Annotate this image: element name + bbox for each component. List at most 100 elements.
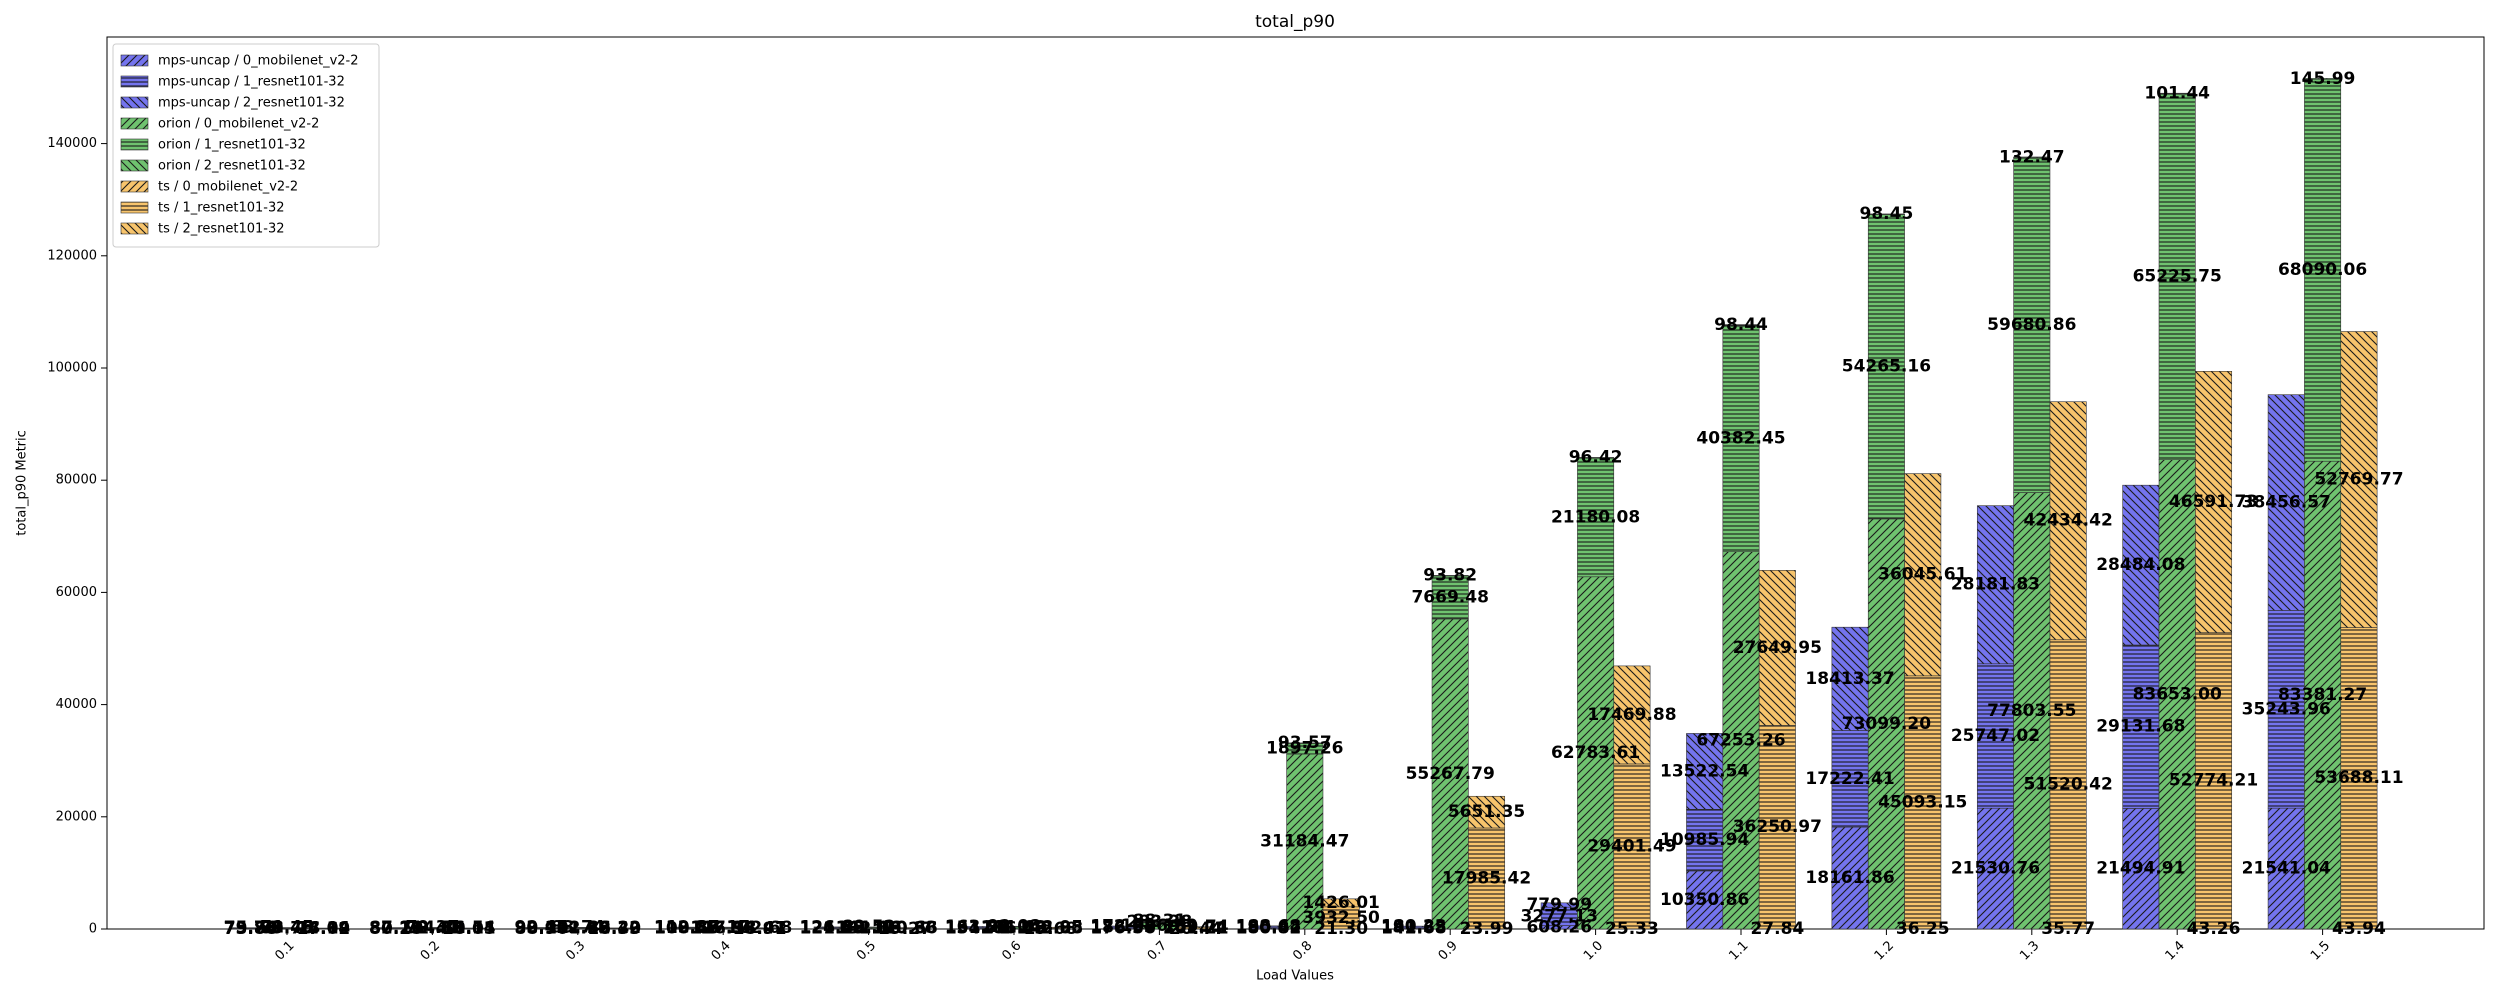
legend-label: mps-uncap / 0_mobilenet_v2-2 [158, 54, 359, 69]
bar-segment [2013, 156, 2051, 159]
bar-segment [1686, 808, 1724, 872]
bar-segment [1904, 473, 1942, 677]
value-label: 121.23 [799, 919, 865, 939]
y-tick-label: 120000 [47, 248, 97, 263]
value-label: 59680.86 [1987, 315, 2076, 335]
value-label: 191.35 [1381, 918, 1447, 938]
bar-segment [850, 926, 888, 928]
value-label: 18.05 [442, 919, 496, 939]
value-label: 53688.11 [2314, 768, 2403, 788]
value-label: 93.57 [1278, 733, 1332, 753]
value-label: 83381.27 [2278, 685, 2367, 705]
value-label: 43.94 [2332, 919, 2386, 939]
value-label: 189.74 [1163, 917, 1229, 937]
legend-label: ts / 2_resnet101-32 [158, 222, 285, 237]
bar-segment [886, 927, 924, 929]
value-label: 23.99 [1460, 919, 1514, 939]
bar-segment [1177, 926, 1215, 929]
value-label: 86.22 [587, 918, 641, 938]
bar-segment [1867, 213, 1905, 215]
legend-label: ts / 0_mobilenet_v2-2 [158, 180, 298, 195]
value-label: 21530.76 [1951, 859, 2040, 879]
value-label: 145.99 [2290, 69, 2356, 89]
value-label: 79.37 [406, 918, 460, 938]
value-label: 29401.49 [1587, 836, 1676, 856]
value-label: 148.95 [1018, 918, 1084, 938]
y-tick-label: 80000 [56, 473, 97, 488]
value-label: 201.21 [1163, 918, 1229, 938]
legend-swatch [120, 159, 149, 172]
value-label: 80.25 [369, 919, 423, 939]
value-label: 92.08 [987, 917, 1041, 937]
bar-segment [995, 925, 1033, 928]
value-label: 19.27 [878, 919, 932, 939]
value-label: 35243.96 [2242, 699, 2331, 719]
value-label: 186.45 [981, 918, 1047, 938]
bar-segment [1468, 795, 1506, 829]
value-label: 83.74 [551, 918, 605, 938]
value-label: 124.85 [799, 918, 865, 938]
value-label: 142.68 [1381, 919, 1447, 939]
value-label: 98.47 [733, 919, 787, 939]
bar-segment [1468, 827, 1506, 930]
bar-segment [1976, 807, 2014, 930]
value-label: 90.12 [515, 918, 569, 938]
bar-segment [1976, 663, 2014, 809]
bar-segment [2122, 808, 2160, 930]
value-label: 17469.88 [1587, 705, 1676, 725]
value-label: 88.31 [1133, 911, 1187, 931]
value-label: 608.26 [1526, 917, 1592, 937]
bar-segment [1577, 576, 1615, 930]
bar-segment [1722, 324, 1760, 326]
legend-label: mps-uncap / 1_resnet101-32 [158, 75, 345, 90]
bar-segment [1686, 870, 1724, 930]
value-label: 31184.47 [1260, 832, 1349, 852]
value-label: 81.54 [442, 918, 496, 938]
value-label: 141.06 [836, 918, 902, 938]
value-label: 779.99 [1526, 895, 1592, 915]
value-label: 21.30 [1314, 919, 1368, 939]
legend-swatch [120, 117, 149, 130]
value-label: 80.11 [442, 919, 496, 939]
bar-segment [2304, 78, 2342, 80]
value-label: 51520.42 [2024, 774, 2113, 794]
value-label: 21541.04 [2242, 859, 2331, 879]
value-label: 35.77 [2041, 919, 2095, 939]
value-label: 40382.45 [1696, 428, 1785, 448]
value-label: 77803.55 [1987, 701, 2076, 721]
value-label: 101.62 [545, 919, 611, 939]
value-label: 7669.48 [1411, 587, 1488, 607]
value-label: 17222.41 [1805, 769, 1894, 789]
value-label: 190.42 [1236, 917, 1302, 937]
value-label: 92.45 [515, 918, 569, 938]
value-label: 38456.57 [2242, 493, 2331, 513]
value-label: 82.23 [369, 918, 423, 938]
y-tick-label: 100000 [47, 360, 97, 375]
bar-segment [2340, 627, 2378, 930]
value-label: 93.82 [1423, 566, 1477, 586]
value-label: 211.63 [981, 917, 1047, 937]
value-label: 126.42 [799, 917, 865, 937]
value-label: 27.84 [1750, 919, 1804, 939]
bar-segment [1322, 898, 1360, 908]
value-label: 176.56 [1090, 919, 1156, 939]
value-label: 78.04 [296, 919, 350, 939]
value-label: 25.33 [1605, 919, 1659, 939]
value-label: 18413.37 [1805, 669, 1894, 689]
bar-segment [2195, 632, 2233, 930]
value-label: 120.63 [872, 918, 938, 938]
bar-segment [1286, 742, 1324, 744]
value-label: 18161.86 [1805, 868, 1894, 888]
legend-swatch [120, 75, 149, 88]
bar-segment [1904, 675, 1942, 930]
value-label: 3277.13 [1521, 906, 1598, 926]
bar-segment [2122, 644, 2160, 809]
legend-swatch [120, 222, 149, 235]
value-label: 98.44 [1714, 315, 1768, 335]
value-label: 98.46 [260, 918, 314, 938]
value-label: 1426.01 [1302, 893, 1379, 913]
value-label: 36045.61 [1878, 565, 1967, 585]
legend-swatch [120, 201, 149, 214]
value-label: 55267.79 [1406, 764, 1495, 784]
